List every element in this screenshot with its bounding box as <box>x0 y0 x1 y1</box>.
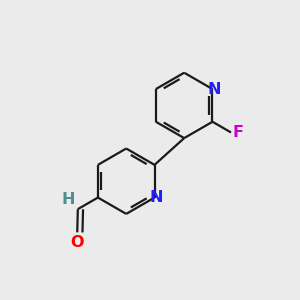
Text: O: O <box>70 235 84 250</box>
Text: F: F <box>233 125 244 140</box>
Text: N: N <box>207 82 221 97</box>
Text: N: N <box>149 190 163 205</box>
Text: H: H <box>61 192 75 207</box>
